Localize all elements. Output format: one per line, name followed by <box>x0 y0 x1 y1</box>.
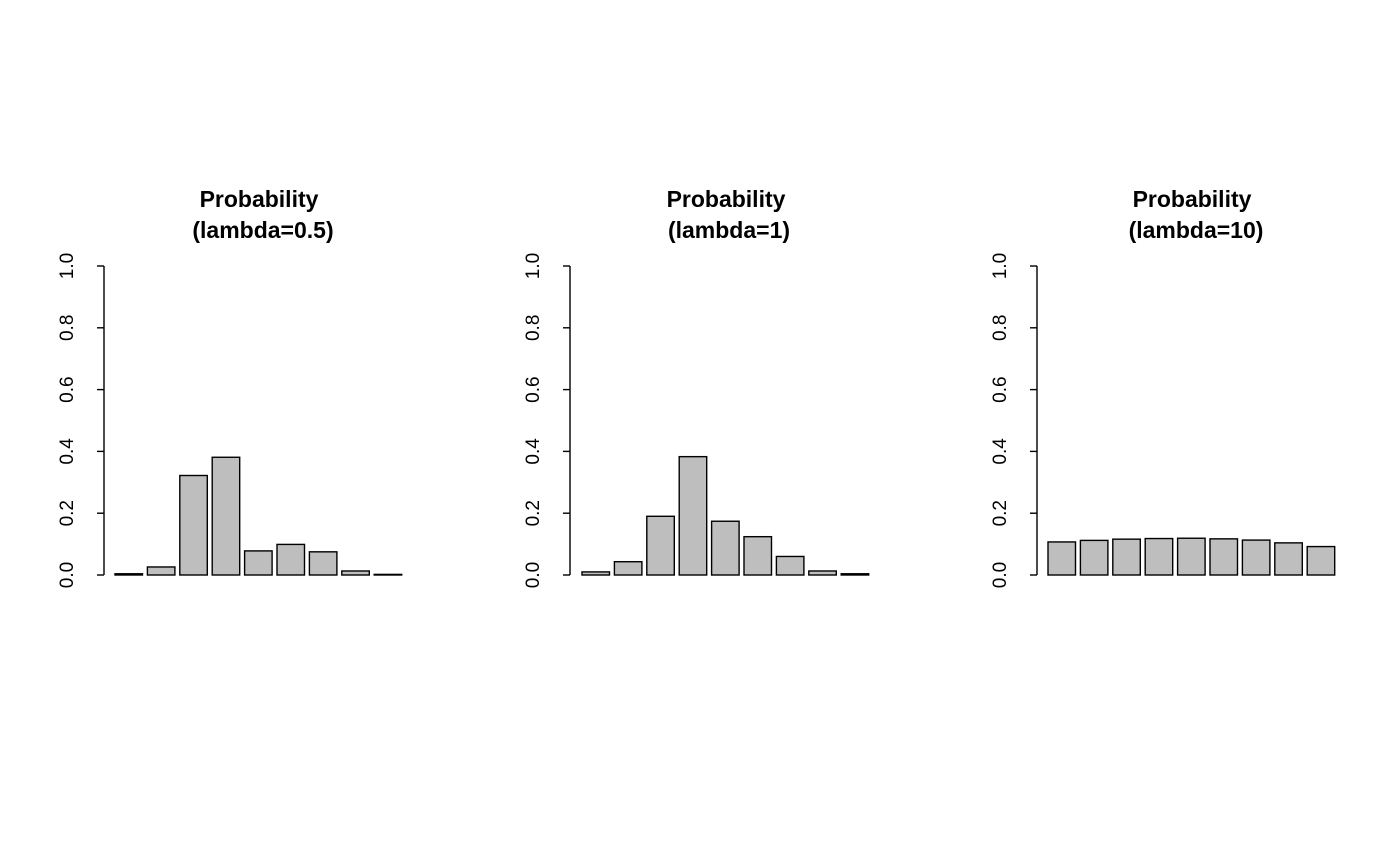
bar <box>1209 538 1239 576</box>
chart-title-line2: (lambda=10) <box>1129 217 1264 243</box>
bar <box>179 474 209 576</box>
chart-title-line1: Probability <box>200 186 319 212</box>
bar <box>581 571 611 576</box>
bar <box>211 456 241 576</box>
bar <box>1144 537 1174 576</box>
chart-title-line2: (lambda=0.5) <box>192 217 333 243</box>
bar <box>308 551 338 576</box>
y-tick-label: 0.6 <box>57 376 78 402</box>
bar <box>1241 539 1271 576</box>
y-tick-label: 0.0 <box>990 562 1011 588</box>
chart-panel-2: Probability (lambda=1) 0.0 0.2 0.4 0.6 0.8 1.… <box>523 186 870 588</box>
bar <box>710 520 740 576</box>
bar <box>1112 538 1142 576</box>
bar <box>146 566 176 576</box>
y-tick-label: 0.4 <box>523 438 544 465</box>
y-tick-label: 0.2 <box>523 500 544 526</box>
bars <box>581 455 870 576</box>
y-tick-label: 0.6 <box>990 376 1011 402</box>
y-tick-label: 0.8 <box>523 315 544 341</box>
y-axis: 0.0 0.2 0.4 0.6 0.8 1.0 <box>57 253 105 588</box>
bar <box>743 535 773 576</box>
y-tick-label: 0.0 <box>57 562 78 588</box>
y-axis: 0.0 0.2 0.4 0.6 0.8 1.0 <box>523 253 571 588</box>
bar <box>840 573 870 576</box>
y-tick-label: 0.8 <box>990 315 1011 341</box>
bar <box>1306 545 1336 576</box>
bar <box>114 573 144 576</box>
y-tick-label: 1.0 <box>57 253 78 279</box>
bar <box>1274 542 1304 576</box>
bar <box>1079 539 1109 576</box>
y-axis: 0.0 0.2 0.4 0.6 0.8 1.0 <box>990 253 1038 588</box>
bar <box>341 570 370 576</box>
bar <box>276 543 306 576</box>
y-tick-label: 0.4 <box>990 438 1011 465</box>
bar <box>646 515 675 576</box>
bar <box>775 555 805 576</box>
bar <box>243 550 273 576</box>
y-tick-label: 0.2 <box>57 500 78 526</box>
y-tick-label: 0.0 <box>523 562 544 588</box>
y-tick-label: 0.6 <box>523 376 544 402</box>
y-tick-label: 0.8 <box>57 315 78 341</box>
y-tick-label: 1.0 <box>990 253 1011 279</box>
chart-title-line1: Probability <box>667 186 786 212</box>
y-tick-label: 0.4 <box>57 438 78 465</box>
bars <box>114 456 403 576</box>
chart-title-line1: Probability <box>1133 186 1252 212</box>
chart-title-line2: (lambda=1) <box>668 217 790 243</box>
chart-panel-3: Probability (lambda=10) 0.0 0.2 0.4 0.6 0.8 1… <box>990 186 1336 588</box>
bar <box>678 455 708 576</box>
bar <box>1047 541 1077 576</box>
bar <box>373 573 403 576</box>
chart-panel-1: Probability (lambda=0.5) 0.0 0.2 0.4 0.6 0.8… <box>57 186 403 588</box>
bar <box>808 570 837 576</box>
bar <box>1176 537 1206 576</box>
bar <box>613 561 643 576</box>
y-tick-label: 1.0 <box>523 253 544 279</box>
bars <box>1047 537 1336 576</box>
y-tick-label: 0.2 <box>990 500 1011 526</box>
